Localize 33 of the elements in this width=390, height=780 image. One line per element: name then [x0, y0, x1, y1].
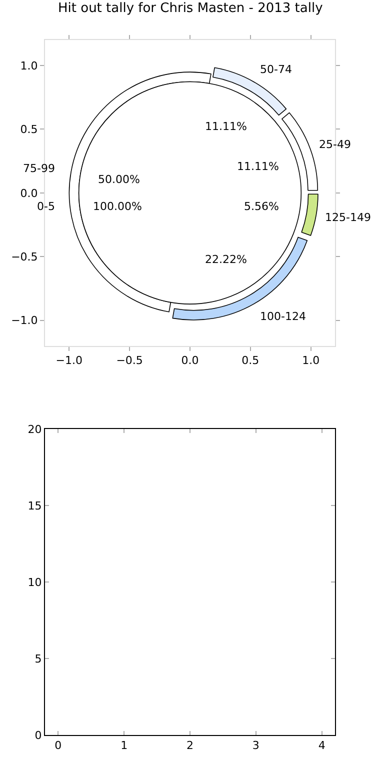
- x-tick-label: 4: [318, 739, 326, 752]
- y-tick-label: 5: [34, 652, 42, 666]
- data-label: 50.00%: [98, 173, 140, 186]
- x-tick-label: 1.0: [302, 354, 320, 367]
- y-tick-label: −0.5: [11, 250, 38, 264]
- y-tick-label: 10: [28, 576, 42, 589]
- data-label: 22.22%: [205, 253, 247, 266]
- data-label: 11.11%: [237, 160, 279, 173]
- slice-label: 125-149: [325, 211, 371, 224]
- y-tick-label: 15: [28, 500, 42, 512]
- y-tick-label: 20: [28, 423, 42, 436]
- x-tick-label: 2: [186, 739, 194, 752]
- data-label: 100.00%: [93, 200, 142, 213]
- y-tick-label: 1.0: [20, 59, 38, 72]
- y-tick-label: 0.0: [20, 186, 38, 200]
- x-tick-label: 0: [54, 739, 62, 752]
- x-tick-label: 3: [252, 739, 260, 752]
- slice-label: 25-49: [319, 138, 351, 151]
- x-tick-label: −0.5: [116, 354, 143, 367]
- x-tick-label: 0.5: [242, 354, 260, 367]
- y-tick-label: 0.5: [20, 123, 38, 136]
- slice-label: 100-124: [260, 310, 306, 323]
- slice-label: 50-74: [260, 63, 292, 76]
- x-tick-label: −1.0: [56, 354, 83, 367]
- data-label: 5.56%: [244, 200, 279, 213]
- data-label: 11.11%: [205, 120, 247, 133]
- slice-label: 0-5: [37, 200, 55, 213]
- chart-title: Hit out tally for Chris Masten - 2013 tally: [58, 1, 324, 16]
- x-tick-label: 0.0: [181, 354, 199, 367]
- y-tick-label: −1.0: [11, 314, 38, 328]
- slice-label: 75-99: [23, 162, 55, 175]
- y-tick-label: 0: [34, 728, 42, 742]
- x-tick-label: 1: [120, 739, 128, 752]
